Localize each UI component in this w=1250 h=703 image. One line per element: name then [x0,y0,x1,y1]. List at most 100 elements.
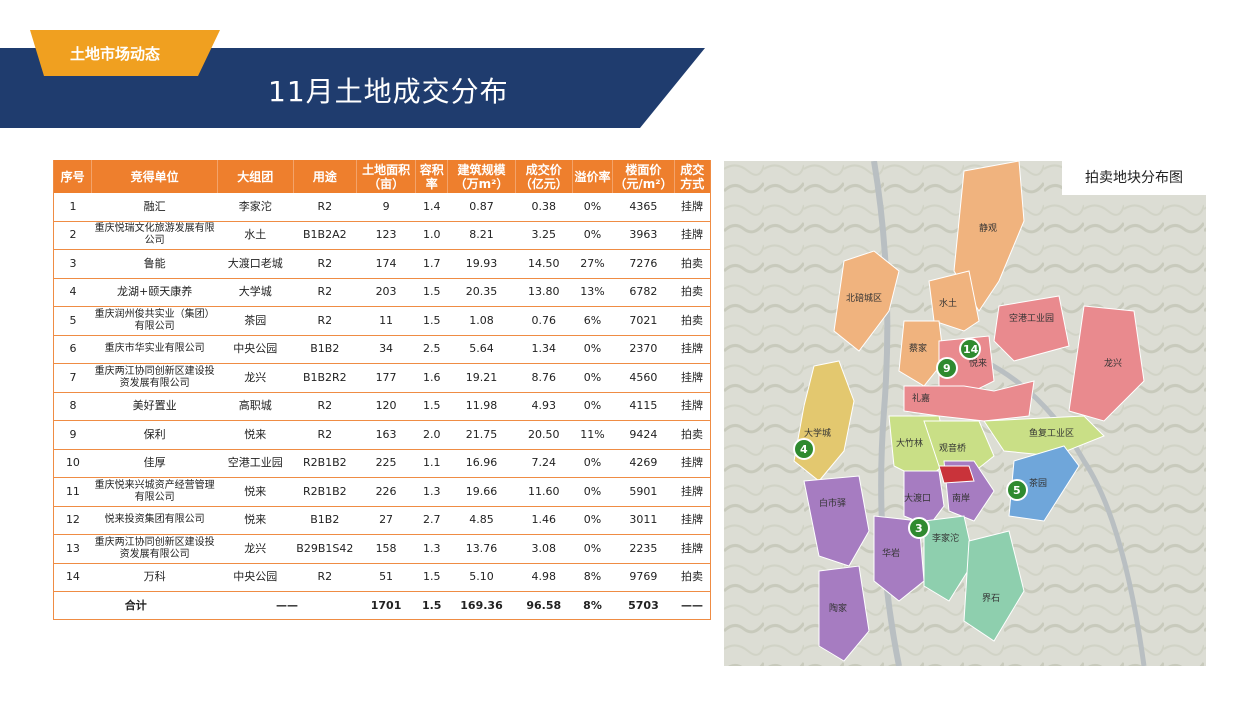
table-cell: 0% [572,193,613,222]
table-cell: 13.80 [515,278,573,307]
table-cell: 重庆悦瑞文化旅游发展有限公司 [91,221,218,250]
map-pin-4: 4 [793,438,815,460]
table-cell: 120 [356,392,416,421]
table-row: 1 融汇 李家沱 R2 9 1.4 0.87 0.38 0% 4365 挂牌 [53,193,711,222]
table-cell: 27% [572,249,613,279]
table-cell: 226 [356,477,416,507]
map-label-chayuan: 茶园 [1029,477,1047,489]
table-cell: 14.50 [515,249,573,279]
total-cell: 1701 [356,591,416,620]
region-yufu [983,415,1105,457]
map-label-dazhulin: 大竹林 [896,437,923,449]
table-cell: 51 [356,563,416,592]
table-cell: 2.7 [415,506,448,535]
table-cell: 悦来 [217,506,294,535]
map-label-lijiatuo: 李家沱 [932,532,959,544]
table-cell: 0.38 [515,193,573,222]
table-cell: 11.60 [515,477,573,507]
table-row: 14 万科 中央公园 R2 51 1.5 5.10 4.98 8% 9769 拍卖 [53,563,711,592]
map-label-beibei: 北碚城区 [846,292,882,304]
table-cell: 重庆市华实业有限公司 [91,335,218,364]
table-cell: 龙湖+颐天康养 [91,278,218,307]
table-cell: B1B2R2 [293,363,357,393]
table-cell: 重庆悦来兴城资产经营管理有限公司 [91,477,218,507]
table-cell: 5 [53,306,92,336]
region-shuitu [928,270,980,332]
section-tag: 土地市场动态 [30,30,220,76]
table-cell: 16.96 [447,449,516,478]
table-cell: 拍卖 [674,278,711,307]
table-cell: 挂牌 [674,335,711,364]
table-cell: 美好置业 [91,392,218,421]
land-parcel-map: 静观 北碚城区 水土 空港工业园 龙兴 蔡家 悦来 礼嘉 鱼复工业区 大学城 大… [724,161,1206,666]
table-cell: 悦来投资集团有限公司 [91,506,218,535]
table-cell: 0% [572,363,613,393]
table-cell: 9769 [612,563,675,592]
table-cell: 4.98 [515,563,573,592]
region-guanyinqiao [923,420,995,477]
map-label-jingguan: 静观 [979,222,997,234]
region-beibei [833,250,900,352]
table-cell: 11 [356,306,416,336]
table-cell: 重庆两江协同创新区建设投资发展有限公司 [91,363,218,393]
table-cell: 2 [53,221,92,250]
table-cell: 0.87 [447,193,516,222]
table-cell: 佳厚 [91,449,218,478]
col-header: 容积率 [415,160,448,193]
land-deal-table: 序号 竞得单位 大组团 用途 土地面积（亩） 容积率 建筑规模（万m²） 成交价… [53,160,711,620]
region-lijiatuo [923,515,975,602]
table-cell: 4365 [612,193,675,222]
col-header: 建筑规模（万m²） [447,160,516,193]
table-cell: 12 [53,506,92,535]
table-cell: 1 [53,193,92,222]
table-cell: 龙兴 [217,534,294,564]
region-baishiyi [803,475,870,567]
table-cell: 4560 [612,363,675,393]
total-cell: 1.5 [415,591,448,620]
table-cell: 0% [572,477,613,507]
table-cell: 1.3 [415,534,448,564]
table-cell: 11 [53,477,92,507]
table-cell: R2 [293,249,357,279]
table-cell: 茶园 [217,306,294,336]
table-cell: 7 [53,363,92,393]
table-cell: 拍卖 [674,563,711,592]
table-cell: 大渡口老城 [217,249,294,279]
table-cell: 1.34 [515,335,573,364]
col-header: 楼面价（元/m²） [612,160,675,193]
table-cell: B1B2 [293,506,357,535]
table-cell: 6% [572,306,613,336]
svg-text:3: 3 [915,522,923,535]
table-cell: 13 [53,534,92,564]
table-cell: 177 [356,363,416,393]
table-cell: 0% [572,221,613,250]
table-cell: 13.76 [447,534,516,564]
table-cell: 2.5 [415,335,448,364]
table-cell: 保利 [91,420,218,450]
col-header: 序号 [53,160,92,193]
table-cell: 1.0 [415,221,448,250]
region-central [938,465,975,484]
table-cell: 1.7 [415,249,448,279]
table-cell: 4269 [612,449,675,478]
map-label-guanyinqiao: 观音桥 [939,442,966,454]
table-cell: 123 [356,221,416,250]
region-longxing [1068,305,1145,422]
region-jingguan [953,161,1025,312]
col-header: 大组团 [216,160,294,193]
table-cell: 空港工业园 [217,449,294,478]
table-cell: 34 [356,335,416,364]
table-cell: 中央公园 [217,563,294,592]
table-cell: 3963 [612,221,675,250]
table-row: 2 重庆悦瑞文化旅游发展有限公司 水土 B1B2A2 123 1.0 8.21 3.25 0% 3… [53,221,711,250]
svg-text:9: 9 [943,362,951,375]
table-cell: 水土 [217,221,294,250]
table-cell: 高职城 [217,392,294,421]
table-cell: 7276 [612,249,675,279]
table-cell: 1.5 [415,563,448,592]
table-cell: 7.24 [515,449,573,478]
map-caption: 拍卖地块分布图 [1062,161,1206,195]
table-cell: 0% [572,449,613,478]
table-cell: 158 [356,534,416,564]
table-cell: 融汇 [91,193,218,222]
